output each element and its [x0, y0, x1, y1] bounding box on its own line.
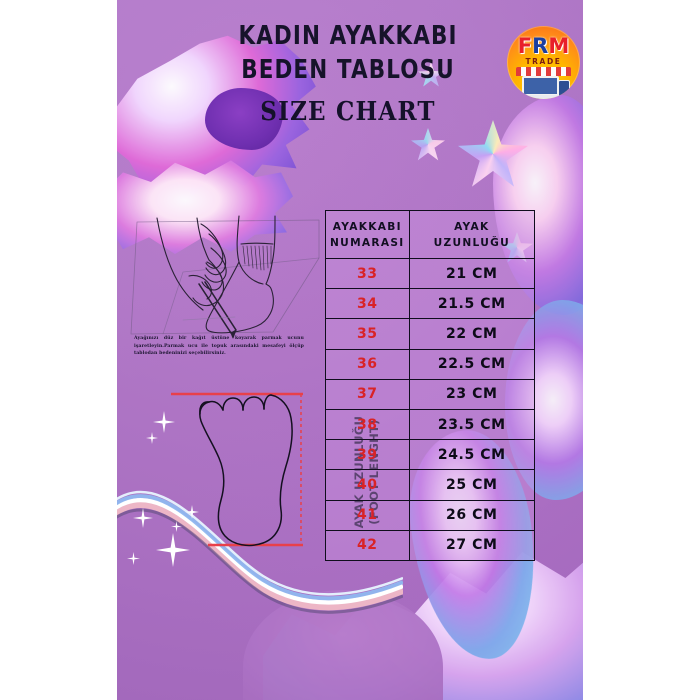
- logo-letter-r: R: [532, 34, 549, 58]
- header-foot-length-line1: AYAK: [454, 220, 490, 233]
- table-row: 34 21.5 CM: [325, 288, 536, 320]
- measuring-instructions: Ayağınızı düz bir kağıt üstüne koyarak p…: [134, 336, 304, 357]
- header-foot-length: AYAK UZUNLUĞU: [408, 210, 536, 259]
- cell-length: 26 CM: [408, 499, 536, 531]
- purple-foreground-shape: [243, 590, 443, 700]
- cell-size: 34: [325, 288, 410, 320]
- table-header-row: AYAKKABI NUMARASI AYAK UZUNLUĞU: [325, 210, 536, 259]
- shop-awning-icon: [516, 67, 571, 76]
- cell-length: 21 CM: [408, 257, 536, 290]
- table-row: 35 22 CM: [325, 318, 536, 350]
- cell-size: 40: [325, 469, 410, 501]
- table-row: 38 23.5 CM: [325, 408, 536, 441]
- size-chart-table: AYAKKABI NUMARASI AYAK UZUNLUĞU 33 21 CM…: [325, 210, 536, 561]
- header-foot-length-line2: UZUNLUĞU: [433, 236, 511, 249]
- cell-length: 22.5 CM: [408, 348, 536, 380]
- cell-length: 21.5 CM: [408, 288, 536, 320]
- table-row: 37 23 CM: [325, 378, 536, 410]
- cell-size: 41: [325, 499, 410, 531]
- table-row: 42 27 CM: [325, 529, 536, 561]
- laptop-icon: [517, 76, 562, 99]
- cell-length: 27 CM: [408, 529, 536, 561]
- poster-canvas: KADIN AYAKKABI BEDEN TABLOSU SIZE CHART …: [113, 0, 583, 700]
- sparkle-icon: [127, 552, 140, 565]
- header-shoe-size: AYAKKABI NUMARASI: [325, 210, 410, 259]
- title-line-3: SIZE CHART: [260, 96, 436, 127]
- sparkle-icon: [133, 508, 153, 528]
- header-shoe-size-line1: AYAKKABI: [332, 220, 402, 233]
- table-body: 33 21 CM 34 21.5 CM 35 22 CM 36 22.5 CM …: [325, 257, 536, 561]
- cell-length: 25 CM: [408, 469, 536, 501]
- cell-length: 22 CM: [408, 318, 536, 350]
- table-row: 33 21 CM: [325, 257, 536, 290]
- header-shoe-size-line2: NUMARASI: [330, 236, 405, 249]
- cell-length: 23.5 CM: [408, 408, 536, 441]
- logo-letters: FRM: [507, 36, 580, 57]
- footprint-outline-diagram: [171, 392, 303, 547]
- logo-subtitle: TRADE: [525, 57, 562, 66]
- phone-icon: [558, 80, 570, 97]
- cell-size: 36: [325, 348, 410, 380]
- logo-letter-f: F: [517, 34, 533, 58]
- cell-length: 24.5 CM: [408, 439, 536, 471]
- brand-logo[interactable]: FRM TRADE: [507, 26, 580, 99]
- cell-size: 42: [325, 529, 410, 561]
- cell-length: 23 CM: [408, 378, 536, 410]
- table-row: 36 22.5 CM: [325, 348, 536, 380]
- table-row: 40 25 CM: [325, 469, 536, 501]
- logo-letter-m: M: [548, 34, 570, 58]
- table-row: 41 26 CM: [325, 499, 536, 531]
- left-white-margin: [0, 0, 117, 700]
- cell-size: 35: [325, 318, 410, 350]
- cell-size: 39: [325, 439, 410, 471]
- table-row: 39 24.5 CM: [325, 439, 536, 471]
- cell-size: 37: [325, 378, 410, 410]
- right-white-margin: [583, 0, 700, 700]
- star-icon: [411, 128, 445, 161]
- cell-size: 33: [325, 257, 410, 290]
- hand-marking-foot-illustration: [130, 215, 320, 339]
- cell-size: 38: [325, 408, 410, 441]
